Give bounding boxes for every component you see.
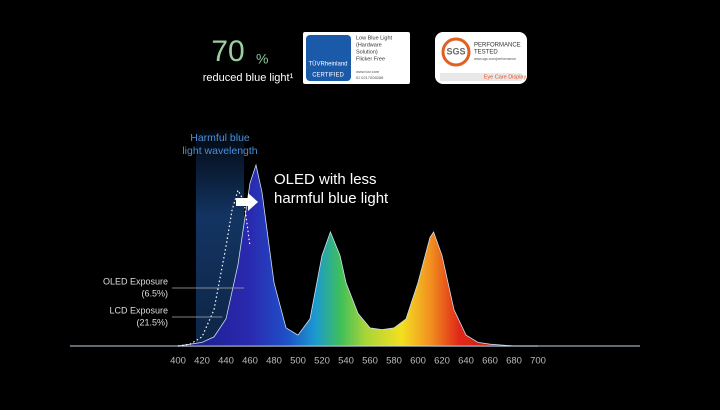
annotation: (21.5%)	[136, 317, 168, 327]
badge-ring	[441, 37, 471, 67]
band-label: Harmful blue	[190, 132, 250, 144]
x-tick-label: 480	[266, 356, 282, 367]
badge-footer: Eye Care Display	[484, 74, 527, 80]
annotation: (6.5%)	[141, 288, 168, 298]
x-tick-label: 680	[506, 356, 522, 367]
brand: TÜVRheinland	[308, 61, 347, 68]
badge-footer: ID 0217008288	[356, 75, 384, 80]
header: 70 % reduced blue light¹ TÜVRheinland CE…	[203, 32, 527, 84]
brand: SGS	[446, 46, 465, 56]
annotation: LCD Exposure	[109, 305, 168, 315]
x-tick-label: 660	[482, 356, 498, 367]
x-tick-label: 460	[242, 356, 258, 367]
x-tick-label: 620	[434, 356, 450, 367]
seal: CERTIFIED	[312, 73, 344, 79]
callout-arrow	[236, 193, 258, 211]
spectrum-area	[177, 163, 538, 347]
badge-seal	[306, 35, 351, 81]
stat-caption: reduced blue light¹	[203, 72, 294, 84]
x-tick-label: 400	[170, 356, 186, 367]
x-tick-label: 420	[194, 356, 210, 367]
sgs-badge: SGS PERFORMANCE TESTED www.sgs.com/perfo…	[435, 32, 527, 84]
x-tick-label: 440	[218, 356, 234, 367]
badge-url: www.sgs.com/performance	[474, 57, 516, 61]
x-tick-label: 640	[458, 356, 474, 367]
tuv-badge: TÜVRheinland CERTIFIED Low Blue Light(Ha…	[303, 32, 410, 84]
badge-line: Low Blue Light	[356, 35, 393, 41]
x-tick-label: 500	[290, 356, 306, 367]
badge-line: Solution)	[356, 49, 378, 55]
badge-line: (Hardware	[356, 42, 382, 48]
annotation: OLED Exposure	[103, 276, 168, 286]
stat: 70	[211, 35, 244, 68]
x-tick-label: 520	[314, 356, 330, 367]
band-label: light wavelength	[182, 145, 257, 157]
callout: OLED with less	[274, 171, 377, 188]
x-tick-label: 540	[338, 356, 354, 367]
stat-unit: %	[256, 51, 268, 67]
badge-line: PERFORMANCE	[474, 43, 521, 49]
footer-bg	[440, 73, 522, 81]
badge-footer: www.tuv.com	[356, 69, 380, 74]
badge-line: Flicker Free	[356, 56, 385, 62]
x-tick-label: 600	[410, 356, 426, 367]
x-tick-label: 560	[362, 356, 378, 367]
lcd-curve	[177, 188, 251, 347]
callout: harmful blue light	[274, 190, 389, 207]
badge-line: TESTED	[474, 50, 498, 56]
x-tick-label: 580	[386, 356, 402, 367]
x-tick-label: 700	[530, 356, 546, 367]
